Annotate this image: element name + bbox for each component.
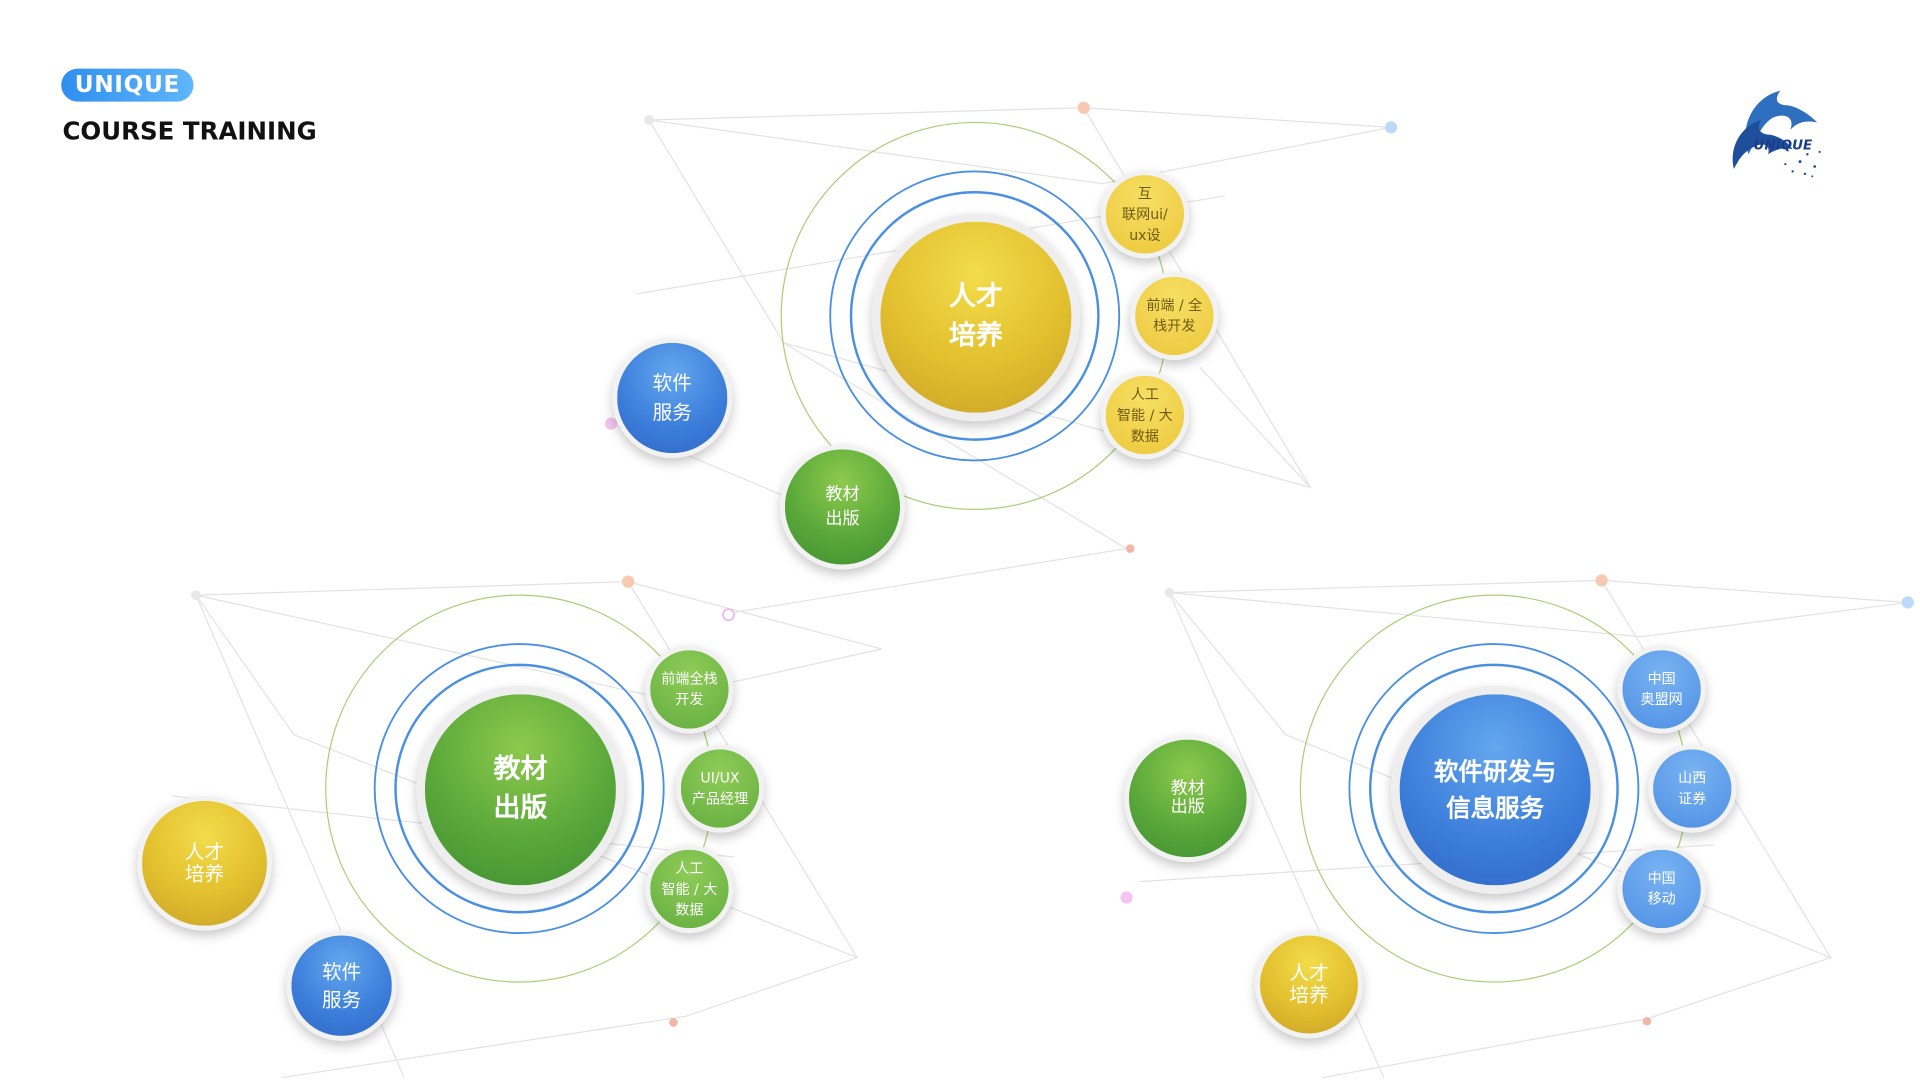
blue-ring [849,191,1100,441]
satellite-node-ui-ux: 互 联网ui/ ux设 [1100,170,1189,259]
network-dot [604,417,618,430]
network-dot [191,590,201,601]
network-dot [644,115,654,125]
peer-node-talent-training: 人才 培养 [1255,930,1363,1039]
network-dot [622,575,635,588]
blue-ring [1368,663,1619,914]
dolphin-icon [1732,120,1793,169]
logo-text: UNIQUE [1753,138,1813,153]
network-dot [1642,1016,1652,1026]
page-subtitle: COURSE TRAINING [62,116,317,146]
network-dot [1901,596,1914,609]
network-dot [1077,101,1090,114]
network-dot [1164,587,1175,598]
satellite-node-ai-bigdata: 人工 智能 / 大 数据 [1100,371,1189,460]
network-dot [1595,574,1608,587]
peer-node-textbook-publishing: 教材 出版 [1124,734,1252,863]
network-dot [1125,544,1135,553]
peer-node-textbook-publishing: 教材 出版 [780,444,905,570]
network-dot [669,1018,678,1027]
satellite-node-shanxi-securities: 山西 证券 [1648,744,1737,833]
satellite-node-uiux-pm: UI/UX 产品经理 [675,744,765,833]
blue-ring [373,643,665,934]
network-dot [722,608,736,622]
blue-ring [394,663,645,914]
satellite-node-frontend-fullstack: 前端全栈 开发 [645,645,734,734]
satellite-node-china-mobile: 中国 移动 [1617,844,1706,934]
satellite-node-frontend-fullstack: 前端 / 全 栈开发 [1130,271,1219,361]
peer-node-software-service: 软件 服务 [286,930,397,1041]
peer-node-talent-training: 人才 培养 [137,795,272,931]
dolphin-logo: UNIQUE [1732,90,1821,178]
peer-node-software-service: 软件 服务 [612,337,733,458]
center-node-talent-training: 人才 培养 [871,213,1081,422]
unique-badge: UNIQUE [61,68,194,102]
blue-ring [1348,643,1640,934]
network-dot [1384,121,1398,134]
dolphin-icon [1745,90,1818,155]
center-node-software-rd-info-service: 软件研发与 信息服务 [1391,685,1600,894]
blue-ring [829,170,1121,462]
network-dot [1120,891,1133,904]
satellite-node-china-aomeng: 中国 奥盟网 [1617,645,1706,734]
center-node-textbook-publishing: 教材 出版 [416,685,625,894]
satellite-node-ai-bigdata: 人工 智能 / 大 数据 [645,844,734,934]
